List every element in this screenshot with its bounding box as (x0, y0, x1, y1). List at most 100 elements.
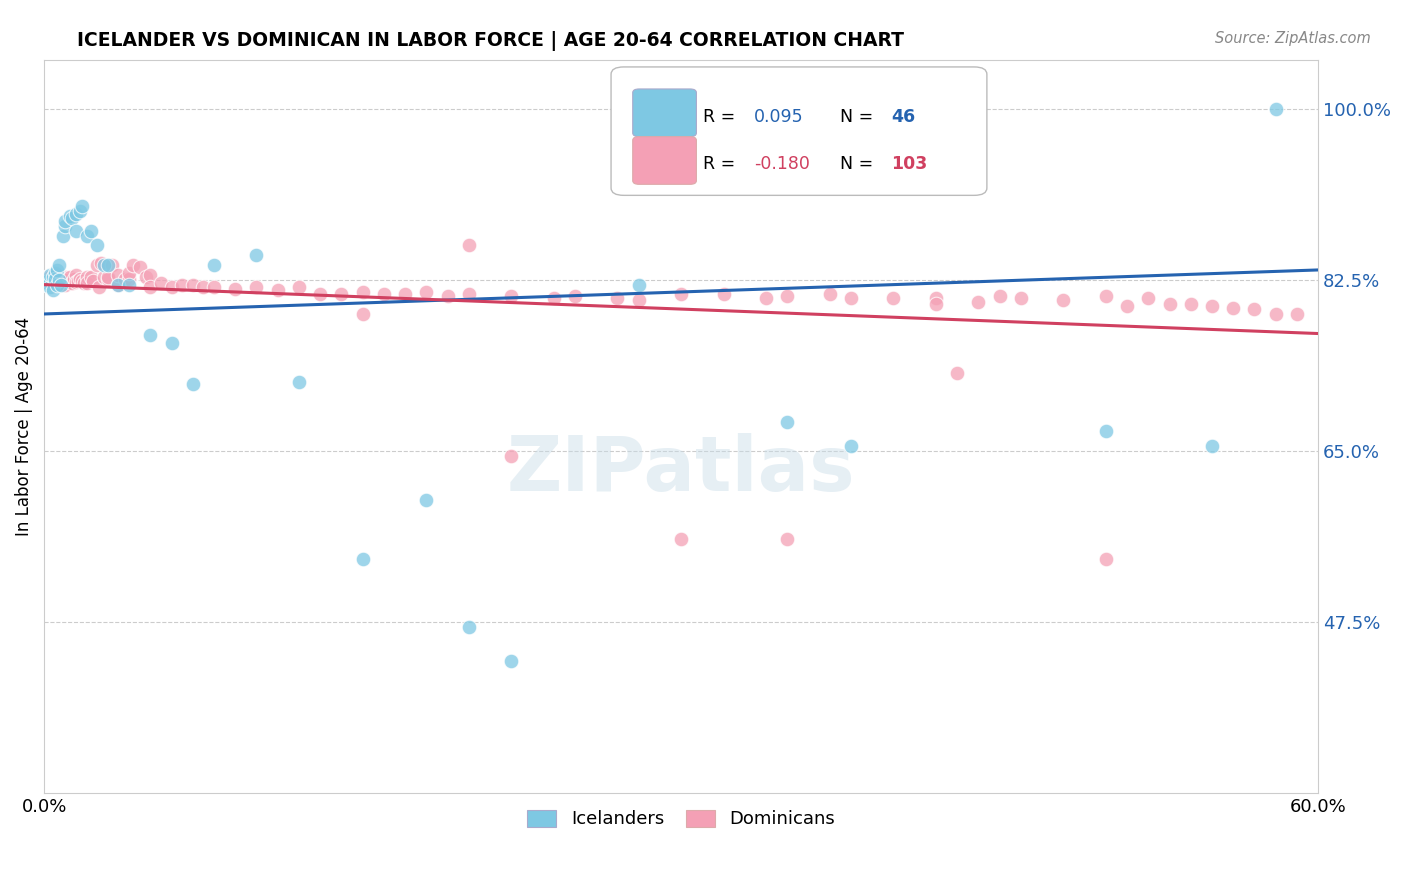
Point (107, 277, 129, 292)
Text: N =: N = (841, 108, 879, 126)
Point (60, 276, 83, 290)
Point (501, 289, 523, 303)
Point (44, 268, 66, 282)
Point (80, 269, 103, 284)
Point (1180, 297, 1202, 311)
Point (394, 287, 416, 301)
Text: ZIPatlas: ZIPatlas (506, 434, 855, 508)
Point (128, 260, 150, 274)
Point (839, 291, 862, 305)
Point (606, 291, 628, 305)
Point (45, 271, 67, 285)
Point (73, 276, 96, 290)
Point (818, 287, 841, 301)
Point (53, 219, 76, 233)
Point (41, 269, 63, 284)
Point (352, 551, 374, 566)
Point (118, 266, 141, 280)
Point (53, 274, 76, 288)
Point (82, 274, 104, 288)
Point (35, 269, 58, 284)
Point (330, 287, 353, 301)
FancyBboxPatch shape (612, 67, 987, 195)
Point (457, 238, 479, 252)
Point (118, 277, 141, 292)
Point (755, 291, 778, 305)
Point (288, 279, 311, 293)
Point (67, 274, 90, 288)
Point (93, 269, 115, 284)
Point (41, 269, 63, 284)
Point (97, 271, 120, 285)
Point (457, 287, 479, 301)
Point (45, 263, 67, 277)
Point (415, 492, 437, 507)
Point (1052, 293, 1074, 308)
Point (946, 366, 969, 380)
Point (160, 279, 183, 293)
Point (1159, 297, 1181, 311)
Point (65, 224, 87, 238)
Point (543, 291, 565, 305)
Point (52, 277, 75, 292)
Point (1243, 301, 1265, 316)
Point (45, 277, 67, 292)
Point (52, 228, 75, 243)
Point (76, 269, 98, 284)
Point (45, 276, 67, 290)
Point (967, 295, 990, 310)
Point (60, 211, 83, 225)
Point (925, 297, 948, 311)
Point (882, 291, 904, 305)
Point (925, 291, 948, 305)
Point (415, 285, 437, 300)
Point (309, 287, 332, 301)
Point (149, 276, 172, 290)
Point (245, 248, 267, 262)
Point (37, 269, 59, 284)
Text: -0.180: -0.180 (754, 155, 810, 173)
Point (48, 258, 70, 272)
Point (627, 293, 650, 308)
Legend: Icelanders, Dominicans: Icelanders, Dominicans (520, 803, 842, 836)
Point (49, 274, 72, 288)
Point (1010, 291, 1032, 305)
Point (1116, 299, 1139, 313)
Point (80, 224, 103, 238)
Point (181, 377, 204, 392)
Point (135, 269, 157, 284)
Point (288, 376, 311, 390)
Point (37, 273, 59, 287)
Point (193, 279, 215, 293)
Point (49, 271, 72, 285)
Point (48, 269, 70, 284)
Text: R =: R = (703, 108, 741, 126)
Point (86, 258, 108, 272)
Point (1285, 307, 1308, 321)
Y-axis label: In Labor Force | Age 20-64: In Labor Force | Age 20-64 (15, 317, 32, 536)
Point (44, 266, 66, 280)
Point (41, 283, 63, 297)
Point (65, 275, 87, 289)
Point (776, 415, 799, 429)
Point (352, 307, 374, 321)
Point (501, 654, 523, 668)
Text: R =: R = (703, 155, 741, 173)
FancyBboxPatch shape (633, 136, 696, 185)
Point (1094, 425, 1116, 439)
Point (564, 289, 586, 303)
Point (52, 271, 75, 285)
Point (202, 279, 225, 293)
Point (1264, 307, 1286, 321)
Point (44, 271, 66, 285)
Text: 46: 46 (891, 108, 915, 126)
FancyBboxPatch shape (633, 89, 696, 136)
Point (90, 256, 112, 270)
Point (49, 277, 72, 292)
Point (1201, 439, 1223, 453)
Point (107, 277, 129, 292)
Point (1222, 301, 1244, 315)
Point (669, 287, 692, 301)
Point (35, 277, 58, 292)
Point (627, 277, 650, 292)
